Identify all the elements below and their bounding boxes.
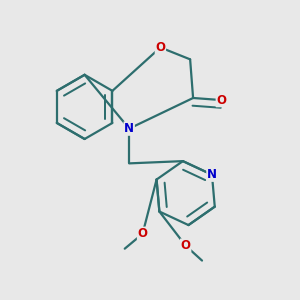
Text: O: O <box>155 41 165 54</box>
Text: N: N <box>207 168 217 181</box>
Text: O: O <box>181 239 191 252</box>
Text: N: N <box>124 122 134 135</box>
Text: O: O <box>216 94 226 106</box>
Text: O: O <box>138 227 148 240</box>
